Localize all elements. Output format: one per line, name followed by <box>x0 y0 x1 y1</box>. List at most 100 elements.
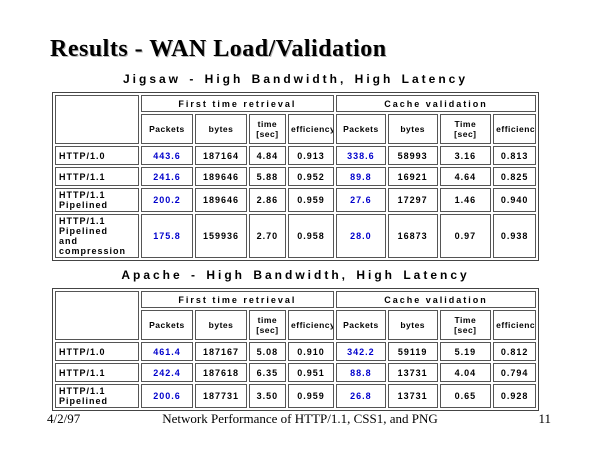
col-header: efficiency <box>493 114 536 144</box>
table-cell: 58993 <box>387 146 438 165</box>
col-header: Packets <box>140 114 194 144</box>
col-header: efficiency <box>288 114 335 144</box>
corner-cell <box>55 95 139 144</box>
col-header: efficiency <box>493 310 536 340</box>
col-header: Packets <box>140 310 194 340</box>
row-label: HTTP/1.0 <box>55 146 139 165</box>
table-cell: 2.70 <box>248 214 287 258</box>
table-cell: 3.16 <box>439 146 492 165</box>
table-row: HTTP/1.1 Pipelined and compression 175.8… <box>55 214 536 258</box>
table-cell: 6.35 <box>248 363 287 382</box>
table-cell: 0.910 <box>288 342 335 361</box>
apache-table: First time retrieval Cache validation Pa… <box>52 288 539 411</box>
table-cell: 0.959 <box>288 188 335 212</box>
row-label: HTTP/1.0 <box>55 342 139 361</box>
table-cell: 13731 <box>387 363 438 382</box>
table-cell: 88.8 <box>336 363 386 382</box>
col-header: time [sec] <box>248 114 287 144</box>
table-cell: 28.0 <box>336 214 386 258</box>
apache-table-title: Apache - High Bandwidth, High Latency <box>121 268 470 282</box>
table-row: HTTP/1.1 Pipelined 200.2 189646 2.86 0.9… <box>55 188 536 212</box>
table-cell: 13731 <box>387 384 438 408</box>
row-label: HTTP/1.1 Pipelined <box>55 384 139 408</box>
col-header: Packets <box>336 310 386 340</box>
table-cell: 4.64 <box>439 167 492 186</box>
table-cell: 17297 <box>387 188 438 212</box>
table-cell: 3.50 <box>248 384 287 408</box>
col-header: time [sec] <box>248 310 287 340</box>
table-cell: 89.8 <box>336 167 386 186</box>
table-cell: 187731 <box>195 384 247 408</box>
group-header-first-time: First time retrieval <box>140 291 335 308</box>
table-cell: 5.88 <box>248 167 287 186</box>
table-cell: 0.813 <box>493 146 536 165</box>
table-cell: 0.913 <box>288 146 335 165</box>
table-row: HTTP/1.1 Pipelined 200.6 187731 3.50 0.9… <box>55 384 536 408</box>
slide-title: Results - WAN Load/Validation <box>50 36 387 62</box>
table-row: HTTP/1.1 242.4 187618 6.35 0.951 88.8 13… <box>55 363 536 382</box>
table-cell: 0.928 <box>493 384 536 408</box>
table-cell: 1.46 <box>439 188 492 212</box>
table-cell: 0.951 <box>288 363 335 382</box>
table-cell: 0.825 <box>493 167 536 186</box>
table-cell: 4.04 <box>439 363 492 382</box>
table-row: HTTP/1.0 443.6 187164 4.84 0.913 338.6 5… <box>55 146 536 165</box>
table-cell: 159936 <box>195 214 247 258</box>
slide-footer: 4/2/97 Network Performance of HTTP/1.1, … <box>0 411 600 431</box>
table-cell: 16921 <box>387 167 438 186</box>
group-header-cache: Cache validation <box>336 95 536 112</box>
table-cell: 187164 <box>195 146 247 165</box>
table-cell: 187167 <box>195 342 247 361</box>
table-cell: 16873 <box>387 214 438 258</box>
group-header-cache: Cache validation <box>336 291 536 308</box>
table-row: HTTP/1.1 241.6 189646 5.88 0.952 89.8 16… <box>55 167 536 186</box>
col-header: bytes <box>387 310 438 340</box>
table-cell: 26.8 <box>336 384 386 408</box>
table-row: HTTP/1.0 461.4 187167 5.08 0.910 342.2 5… <box>55 342 536 361</box>
col-header: bytes <box>387 114 438 144</box>
row-label: HTTP/1.1 Pipelined <box>55 188 139 212</box>
table-cell: 241.6 <box>140 167 194 186</box>
table-cell: 200.2 <box>140 188 194 212</box>
footer-date: 4/2/97 <box>47 411 81 426</box>
table-cell: 5.08 <box>248 342 287 361</box>
group-header-first-time: First time retrieval <box>140 95 335 112</box>
table-cell: 2.86 <box>248 188 287 212</box>
col-header: bytes <box>195 310 247 340</box>
table-cell: 342.2 <box>336 342 386 361</box>
table-cell: 5.19 <box>439 342 492 361</box>
footer-page-number: 11 <box>538 411 551 426</box>
table-cell: 0.952 <box>288 167 335 186</box>
table-cell: 200.6 <box>140 384 194 408</box>
table-cell: 0.940 <box>493 188 536 212</box>
jigsaw-table: First time retrieval Cache validation Pa… <box>52 92 539 261</box>
table-cell: 0.812 <box>493 342 536 361</box>
col-header: Time [sec] <box>439 114 492 144</box>
table-cell: 189646 <box>195 188 247 212</box>
table-cell: 4.84 <box>248 146 287 165</box>
col-header: Packets <box>336 114 386 144</box>
table-cell: 27.6 <box>336 188 386 212</box>
table-cell: 59119 <box>387 342 438 361</box>
row-label: HTTP/1.1 Pipelined and compression <box>55 214 139 258</box>
table-cell: 187618 <box>195 363 247 382</box>
footer-title: Network Performance of HTTP/1.1, CSS1, a… <box>162 411 438 426</box>
table-cell: 0.97 <box>439 214 492 258</box>
col-header: efficiency <box>288 310 335 340</box>
row-label: HTTP/1.1 <box>55 167 139 186</box>
col-header: Time [sec] <box>439 310 492 340</box>
table-cell: 0.958 <box>288 214 335 258</box>
table-cell: 443.6 <box>140 146 194 165</box>
corner-cell <box>55 291 139 340</box>
table-cell: 242.4 <box>140 363 194 382</box>
table-cell: 189646 <box>195 167 247 186</box>
table-cell: 0.938 <box>493 214 536 258</box>
row-label: HTTP/1.1 <box>55 363 139 382</box>
table-cell: 461.4 <box>140 342 194 361</box>
table-cell: 338.6 <box>336 146 386 165</box>
jigsaw-table-title: Jigsaw - High Bandwidth, High Latency <box>122 72 468 86</box>
table-cell: 0.794 <box>493 363 536 382</box>
table-cell: 175.8 <box>140 214 194 258</box>
col-header: bytes <box>195 114 247 144</box>
